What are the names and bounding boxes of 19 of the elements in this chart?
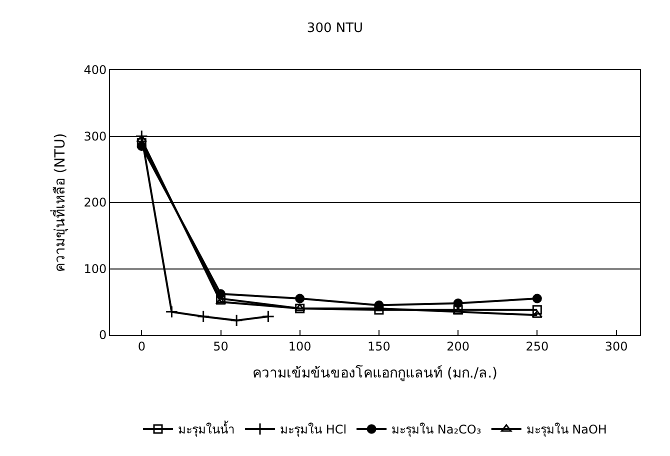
chart-title: 300 NTU [306,20,364,36]
x-tick-label: 250 [526,339,549,354]
y-tick-label: 300 [84,129,107,144]
y-tick-label: 200 [84,196,107,210]
legend-label: มะรุมใน Na₂CO₃ [392,422,482,438]
x-tick-label: 100 [288,339,312,354]
y-tick-label: 100 [84,262,107,276]
legend-label: มะรุมใน HCl [280,422,347,438]
x-tick-label: 50 [213,339,228,354]
y-axis-title: ความขุ่นที่เหลือ (NTU) [50,133,68,272]
y-tick-label: 0 [98,328,107,342]
legend-label: มะรุมใน NaOH [526,422,607,438]
x-tick-label: 300 [604,339,628,354]
x-tick-label: 150 [368,339,390,354]
y-tick-label: 400 [84,63,107,78]
x-tick-label: 200 [446,339,470,354]
x-axis-title: ความเข้มข้นของโคแอกกูแลนท์ (มก./ล.) [252,364,498,382]
legend-label: มะรุมในน้ำ [178,420,235,438]
x-tick-label: 0 [138,339,146,354]
